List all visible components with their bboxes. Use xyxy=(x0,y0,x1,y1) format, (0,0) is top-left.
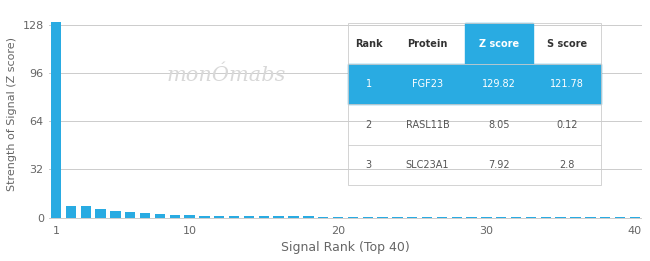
Bar xyxy=(318,217,328,218)
Bar xyxy=(600,217,610,218)
Text: Z score: Z score xyxy=(479,39,519,49)
Bar xyxy=(511,217,521,218)
Bar xyxy=(556,217,566,218)
Bar xyxy=(214,216,224,218)
Bar xyxy=(96,209,106,218)
Text: monÓmabs: monÓmabs xyxy=(167,66,287,85)
Text: Rank: Rank xyxy=(355,39,383,49)
Bar xyxy=(348,217,358,218)
Text: S score: S score xyxy=(547,39,587,49)
Bar xyxy=(333,217,343,218)
Bar xyxy=(541,217,551,218)
Text: FGF23: FGF23 xyxy=(412,79,443,89)
Bar xyxy=(407,217,417,218)
Bar xyxy=(259,216,269,218)
Bar xyxy=(481,217,491,218)
Bar xyxy=(467,217,477,218)
Text: 2.8: 2.8 xyxy=(560,160,575,170)
Bar xyxy=(66,205,76,218)
X-axis label: Signal Rank (Top 40): Signal Rank (Top 40) xyxy=(281,241,410,254)
Bar xyxy=(496,217,506,218)
Bar xyxy=(615,217,625,218)
Bar xyxy=(570,217,580,218)
Bar xyxy=(422,217,432,218)
Bar xyxy=(303,216,313,218)
Bar xyxy=(155,214,165,218)
Bar xyxy=(289,216,299,218)
Bar xyxy=(125,212,135,218)
Bar xyxy=(51,22,61,218)
Y-axis label: Strength of Signal (Z score): Strength of Signal (Z score) xyxy=(7,37,17,191)
Bar xyxy=(452,217,462,218)
Bar xyxy=(200,216,210,218)
Bar xyxy=(630,217,640,218)
Bar xyxy=(437,217,447,218)
Text: 8.05: 8.05 xyxy=(488,120,510,130)
Bar xyxy=(185,215,195,218)
Text: RASL11B: RASL11B xyxy=(406,120,449,130)
Bar xyxy=(81,206,91,218)
Text: 3: 3 xyxy=(366,160,372,170)
Text: 1: 1 xyxy=(366,79,372,89)
Text: 7.92: 7.92 xyxy=(488,160,510,170)
Bar xyxy=(244,216,254,218)
Bar xyxy=(585,217,595,218)
Text: 129.82: 129.82 xyxy=(482,79,516,89)
Bar xyxy=(140,213,150,218)
Bar xyxy=(274,216,284,218)
Text: 2: 2 xyxy=(366,120,372,130)
Text: 0.12: 0.12 xyxy=(556,120,578,130)
Bar xyxy=(378,217,388,218)
Bar xyxy=(392,217,402,218)
Text: SLC23A1: SLC23A1 xyxy=(406,160,449,170)
Bar xyxy=(111,211,121,218)
Bar xyxy=(363,217,373,218)
Bar xyxy=(229,216,239,218)
Text: 121.78: 121.78 xyxy=(550,79,584,89)
Text: Protein: Protein xyxy=(407,39,448,49)
Bar xyxy=(170,215,180,218)
Bar xyxy=(526,217,536,218)
